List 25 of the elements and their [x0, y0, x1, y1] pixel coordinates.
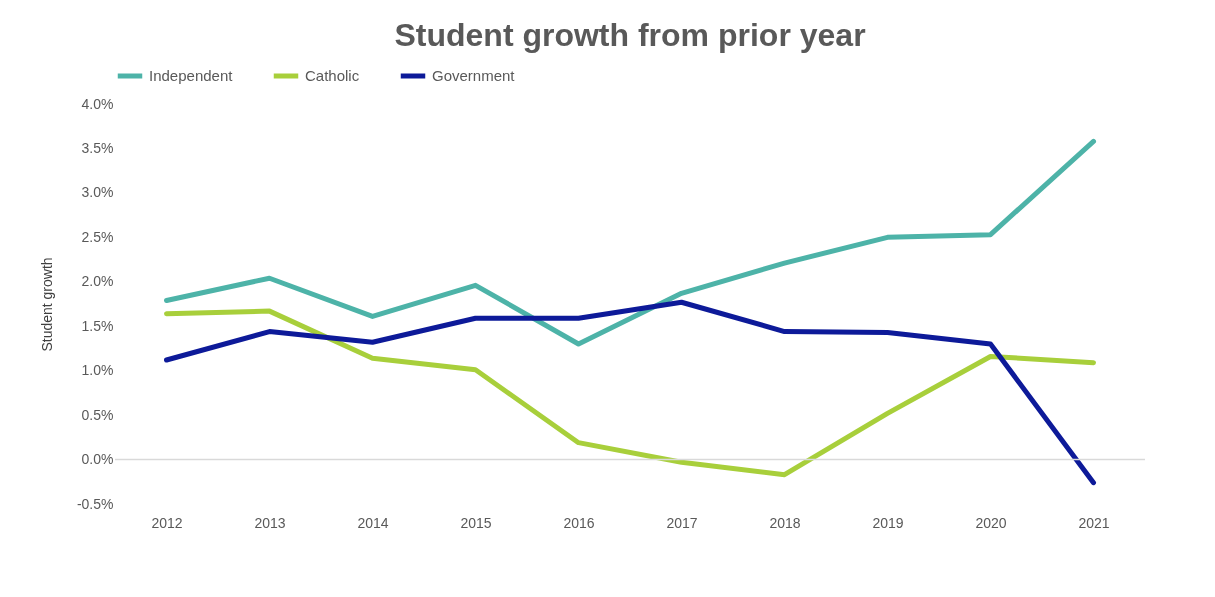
y-tick-label: 2.5%	[81, 228, 114, 245]
chart-title: Student growth from prior year	[394, 17, 866, 53]
x-tick-label: 2014	[357, 514, 389, 531]
y-tick-label: 0.5%	[81, 406, 114, 423]
y-tick-label: 3.5%	[81, 139, 114, 156]
y-tick-label: 3.0%	[81, 184, 114, 201]
x-tick-label: 2013	[254, 514, 286, 531]
x-tick-label: 2019	[872, 514, 904, 531]
x-tick-label: 2016	[563, 514, 595, 531]
x-tick-label: 2012	[151, 514, 183, 531]
x-tick-label: 2021	[1078, 514, 1110, 531]
legend-label: Independent	[149, 67, 234, 84]
x-tick-label: 2018	[769, 514, 801, 531]
y-tick-label: 1.0%	[81, 362, 114, 379]
y-tick-label: -0.5%	[76, 495, 114, 512]
y-tick-label: 0.0%	[81, 451, 114, 468]
y-tick-label: 2.0%	[81, 273, 114, 290]
legend-label: Government	[432, 67, 516, 84]
y-tick-label: 4.0%	[81, 95, 114, 112]
x-tick-label: 2017	[666, 514, 698, 531]
y-tick-label: 1.5%	[81, 317, 114, 334]
x-tick-label: 2015	[460, 514, 492, 531]
x-tick-label: 2020	[975, 514, 1007, 531]
y-axis-title: Student growth	[38, 257, 55, 352]
legend-label: Catholic	[305, 67, 360, 84]
